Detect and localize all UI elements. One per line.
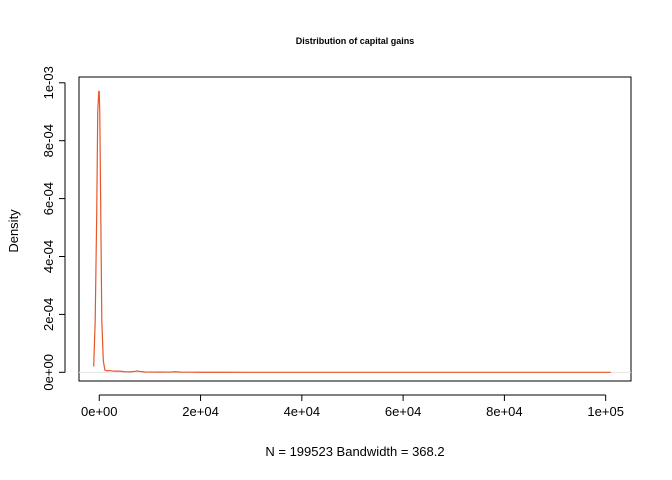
y-tick-label: 1e-03: [41, 66, 56, 99]
plot-frame: [78, 76, 632, 382]
x-tick-label: 4e+04: [284, 404, 321, 419]
y-tick-label: 0e+00: [41, 354, 56, 391]
x-tick-label: 1e+05: [587, 404, 624, 419]
x-tick-label: 2e+04: [182, 404, 219, 419]
x-tick-label: 8e+04: [486, 404, 523, 419]
y-axis-label: Density: [6, 209, 21, 253]
y-tick-label: 8e-04: [41, 124, 56, 157]
x-tick-label: 0e+00: [81, 404, 118, 419]
x-axis: 0e+00 2e+04 4e+04 6e+04 8e+04 1e+05: [81, 394, 624, 419]
y-tick-label: 2e-04: [41, 298, 56, 331]
y-axis: 0e+00 2e-04 4e-04 6e-04 8e-04 1e-03: [41, 66, 66, 391]
density-line: [93, 90, 611, 373]
x-tick-label: 6e+04: [385, 404, 422, 419]
y-tick-label: 6e-04: [41, 182, 56, 215]
x-axis-label: N = 199523 Bandwidth = 368.2: [265, 444, 444, 459]
chart-title: Distribution of capital gains: [296, 36, 415, 46]
y-tick-label: 4e-04: [41, 240, 56, 273]
